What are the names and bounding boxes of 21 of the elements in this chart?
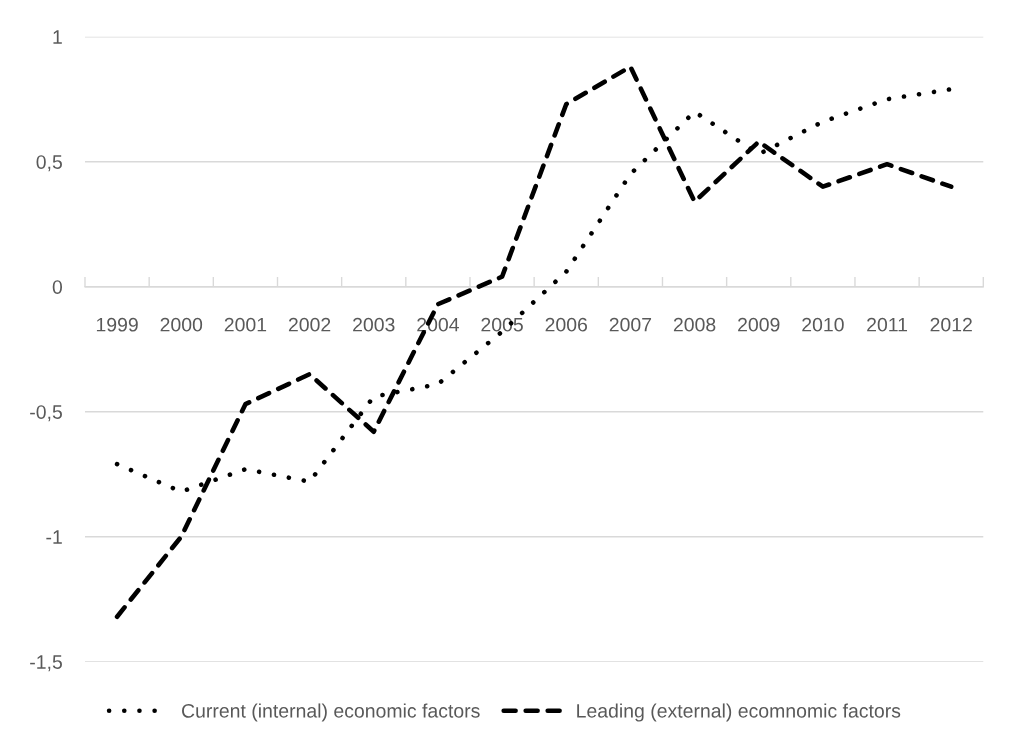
legend-label: Current (internal) economic factors bbox=[182, 703, 480, 722]
legend-label: Leading (external) ecomnomic factors bbox=[577, 703, 901, 722]
x-tick-label: 2011 bbox=[867, 317, 908, 332]
x-tick-label: 2002 bbox=[288, 317, 331, 332]
y-tick-label: 0 bbox=[52, 280, 63, 294]
y-tick-label: 0,5 bbox=[36, 155, 62, 172]
x-tick-label: 2010 bbox=[802, 317, 844, 332]
x-tick-label: 2006 bbox=[545, 317, 588, 332]
y-tick-label: -1 bbox=[46, 530, 62, 544]
y-tick-label: -1,5 bbox=[30, 655, 62, 672]
y-tick-label: 1 bbox=[53, 30, 62, 44]
x-tick-label: 1999 bbox=[96, 317, 138, 332]
y-tick-label: -0,5 bbox=[30, 405, 62, 422]
x-tick-label: 2005 bbox=[481, 317, 523, 332]
x-tick-label: 2008 bbox=[673, 317, 716, 332]
x-tick-label: 2000 bbox=[160, 317, 203, 332]
x-tick-label: 2001 bbox=[224, 317, 267, 332]
x-tick-label: 2012 bbox=[930, 317, 972, 332]
x-tick-label: 2009 bbox=[738, 317, 780, 332]
x-tick-label: 2003 bbox=[353, 317, 395, 332]
x-tick-label: 2007 bbox=[609, 317, 652, 332]
